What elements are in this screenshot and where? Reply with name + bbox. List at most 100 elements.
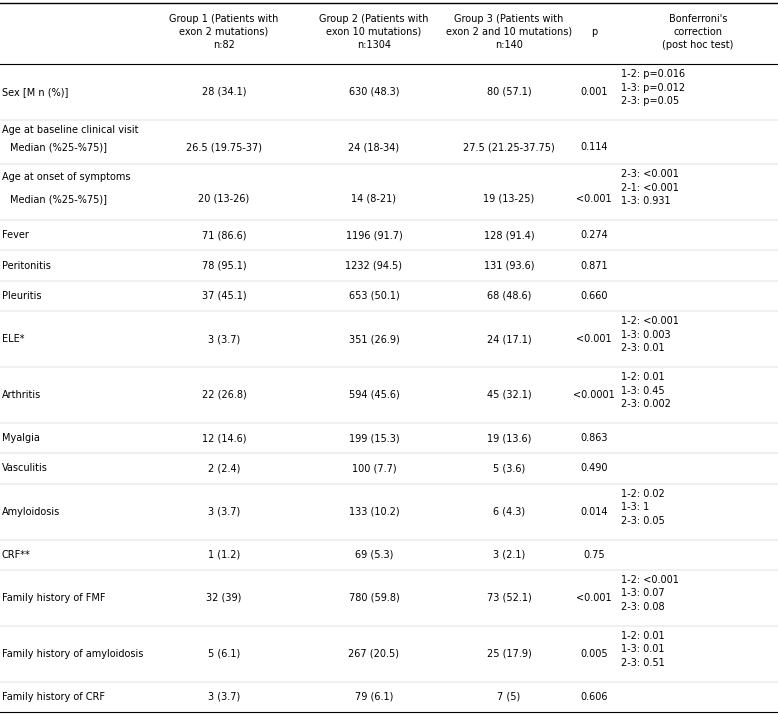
Text: 7 (5): 7 (5) [497, 692, 520, 702]
Text: 3 (2.1): 3 (2.1) [493, 550, 525, 559]
Text: 0.490: 0.490 [580, 463, 608, 473]
Text: 69 (5.3): 69 (5.3) [355, 550, 393, 559]
Text: Age at baseline clinical visit: Age at baseline clinical visit [2, 125, 138, 135]
Text: 24 (17.1): 24 (17.1) [487, 334, 531, 344]
Text: 2-3: <0.001: 2-3: <0.001 [621, 169, 679, 180]
Text: 0.274: 0.274 [580, 230, 608, 241]
Text: 2-3: 0.01: 2-3: 0.01 [621, 343, 664, 353]
Text: 1-2: <0.001: 1-2: <0.001 [621, 316, 679, 326]
Text: 0.005: 0.005 [580, 649, 608, 658]
Text: 27.5 (21.25-37.75): 27.5 (21.25-37.75) [463, 142, 555, 152]
Text: 1-3: 0.45: 1-3: 0.45 [621, 386, 664, 396]
Text: 45 (32.1): 45 (32.1) [487, 390, 531, 400]
Text: 1-3: 0.07: 1-3: 0.07 [621, 588, 664, 598]
Text: 79 (6.1): 79 (6.1) [355, 692, 393, 702]
Text: Amyloidosis: Amyloidosis [2, 506, 60, 516]
Text: 0.014: 0.014 [580, 506, 608, 516]
Text: 131 (93.6): 131 (93.6) [484, 261, 534, 271]
Text: Age at onset of symptoms: Age at onset of symptoms [2, 172, 131, 182]
Text: 1-3: 0.003: 1-3: 0.003 [621, 330, 671, 340]
Text: 630 (48.3): 630 (48.3) [349, 87, 399, 97]
Text: 100 (7.7): 100 (7.7) [352, 463, 396, 473]
Text: 2-3: 0.08: 2-3: 0.08 [621, 602, 664, 612]
Text: 0.75: 0.75 [584, 550, 605, 559]
Text: 1-2: <0.001: 1-2: <0.001 [621, 575, 679, 585]
Text: Median (%25-%75)]: Median (%25-%75)] [10, 194, 107, 204]
Text: 2-1: <0.001: 2-1: <0.001 [621, 183, 679, 193]
Text: 3 (3.7): 3 (3.7) [208, 334, 240, 344]
Text: 351 (26.9): 351 (26.9) [349, 334, 399, 344]
Text: Arthritis: Arthritis [2, 390, 41, 400]
Text: 5 (6.1): 5 (6.1) [208, 649, 240, 658]
Text: 28 (34.1): 28 (34.1) [202, 87, 247, 97]
Text: 594 (45.6): 594 (45.6) [349, 390, 399, 400]
Text: 22 (26.8): 22 (26.8) [202, 390, 247, 400]
Text: Median (%25-%75)]: Median (%25-%75)] [10, 142, 107, 152]
Text: 199 (15.3): 199 (15.3) [349, 433, 399, 443]
Text: Sex [M n (%)]: Sex [M n (%)] [2, 87, 68, 97]
Text: 1-2: 0.01: 1-2: 0.01 [621, 372, 664, 382]
Text: Group 3 (Patients with
exon 2 and 10 mutations)
n:140: Group 3 (Patients with exon 2 and 10 mut… [446, 14, 572, 50]
Text: 24 (18-34): 24 (18-34) [349, 142, 400, 152]
Text: 14 (8-21): 14 (8-21) [352, 194, 397, 204]
Text: 1232 (94.5): 1232 (94.5) [345, 261, 402, 271]
Text: 20 (13-26): 20 (13-26) [198, 194, 250, 204]
Text: 2-3: 0.002: 2-3: 0.002 [621, 399, 671, 409]
Text: Group 2 (Patients with
exon 10 mutations)
n:1304: Group 2 (Patients with exon 10 mutations… [319, 14, 429, 50]
Text: 25 (17.9): 25 (17.9) [486, 649, 531, 658]
Text: ELE*: ELE* [2, 334, 24, 344]
Text: 12 (14.6): 12 (14.6) [202, 433, 247, 443]
Text: 0.871: 0.871 [580, 261, 608, 271]
Text: 2-3: p=0.05: 2-3: p=0.05 [621, 96, 679, 106]
Text: <0.001: <0.001 [576, 194, 612, 204]
Text: Family history of amyloidosis: Family history of amyloidosis [2, 649, 143, 658]
Text: 37 (45.1): 37 (45.1) [202, 291, 247, 301]
Text: 80 (57.1): 80 (57.1) [487, 87, 531, 97]
Text: 128 (91.4): 128 (91.4) [484, 230, 534, 241]
Text: 1196 (91.7): 1196 (91.7) [345, 230, 402, 241]
Text: 780 (59.8): 780 (59.8) [349, 593, 399, 603]
Text: 2-3: 0.51: 2-3: 0.51 [621, 658, 664, 668]
Text: p: p [591, 27, 598, 37]
Text: 0.001: 0.001 [580, 87, 608, 97]
Text: 32 (39): 32 (39) [206, 593, 242, 603]
Text: CRF**: CRF** [2, 550, 31, 559]
Text: 1-2: p=0.016: 1-2: p=0.016 [621, 69, 685, 79]
Text: 1-3: 1: 1-3: 1 [621, 502, 650, 512]
Text: 73 (52.1): 73 (52.1) [486, 593, 531, 603]
Text: 3 (3.7): 3 (3.7) [208, 506, 240, 516]
Text: Group 1 (Patients with
exon 2 mutations)
n:82: Group 1 (Patients with exon 2 mutations)… [170, 14, 279, 50]
Text: Myalgia: Myalgia [2, 433, 40, 443]
Text: 0.660: 0.660 [580, 291, 608, 301]
Text: 267 (20.5): 267 (20.5) [349, 649, 399, 658]
Text: 3 (3.7): 3 (3.7) [208, 692, 240, 702]
Text: Family history of FMF: Family history of FMF [2, 593, 106, 603]
Text: 0.863: 0.863 [580, 433, 608, 443]
Text: 1-2: 0.01: 1-2: 0.01 [621, 631, 664, 641]
Text: 2-3: 0.05: 2-3: 0.05 [621, 516, 664, 526]
Text: 653 (50.1): 653 (50.1) [349, 291, 399, 301]
Text: 1-3: 0.931: 1-3: 0.931 [621, 196, 671, 206]
Text: 1-3: 0.01: 1-3: 0.01 [621, 644, 664, 654]
Text: Vasculitis: Vasculitis [2, 463, 48, 473]
Text: 2 (2.4): 2 (2.4) [208, 463, 240, 473]
Text: Family history of CRF: Family history of CRF [2, 692, 105, 702]
Text: 1 (1.2): 1 (1.2) [208, 550, 240, 559]
Text: 6 (4.3): 6 (4.3) [493, 506, 525, 516]
Text: 19 (13-25): 19 (13-25) [483, 194, 534, 204]
Text: Pleuritis: Pleuritis [2, 291, 41, 301]
Text: 71 (86.6): 71 (86.6) [202, 230, 247, 241]
Text: 5 (3.6): 5 (3.6) [493, 463, 525, 473]
Text: <0.001: <0.001 [576, 334, 612, 344]
Text: 26.5 (19.75-37): 26.5 (19.75-37) [186, 142, 262, 152]
Text: 78 (95.1): 78 (95.1) [202, 261, 247, 271]
Text: 68 (48.6): 68 (48.6) [487, 291, 531, 301]
Text: 0.114: 0.114 [580, 142, 608, 152]
Text: 19 (13.6): 19 (13.6) [487, 433, 531, 443]
Text: 133 (10.2): 133 (10.2) [349, 506, 399, 516]
Text: Peritonitis: Peritonitis [2, 261, 51, 271]
Text: <0.0001: <0.0001 [573, 390, 615, 400]
Text: <0.001: <0.001 [576, 593, 612, 603]
Text: 1-3: p=0.012: 1-3: p=0.012 [621, 83, 685, 93]
Text: 0.606: 0.606 [580, 692, 608, 702]
